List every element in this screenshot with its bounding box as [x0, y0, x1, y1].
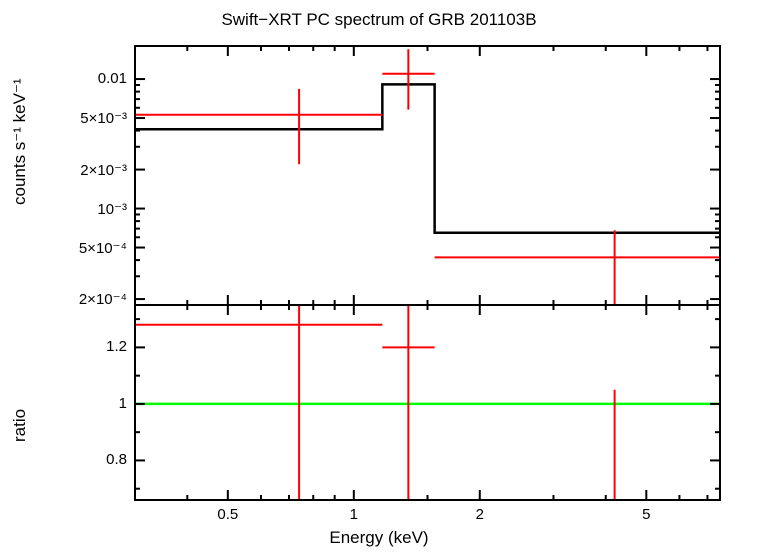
tick-label: 1 — [37, 395, 127, 412]
y-axis-label-top: counts s⁻¹ keV⁻¹ — [10, 78, 30, 205]
chart-title: Swift−XRT PC spectrum of GRB 201103B — [0, 10, 758, 30]
tick-label: 0.5 — [198, 506, 258, 523]
chart-container: Swift−XRT PC spectrum of GRB 201103B cou… — [0, 0, 758, 556]
tick-label: 0.01 — [37, 70, 127, 87]
tick-label: 0.8 — [37, 451, 127, 468]
tick-label: 10⁻³ — [37, 200, 127, 218]
tick-label: 5×10⁻³ — [37, 109, 127, 127]
tick-label: 5 — [616, 506, 676, 523]
tick-label: 2×10⁻³ — [37, 161, 127, 179]
tick-label: 1 — [324, 506, 384, 523]
tick-label: 2 — [450, 506, 510, 523]
y-axis-label-bottom: ratio — [10, 409, 30, 442]
tick-label: 1.2 — [37, 338, 127, 355]
tick-label: 2×10⁻⁴ — [37, 290, 127, 308]
x-axis-label: Energy (keV) — [0, 528, 758, 548]
tick-label: 5×10⁻⁴ — [37, 239, 127, 257]
